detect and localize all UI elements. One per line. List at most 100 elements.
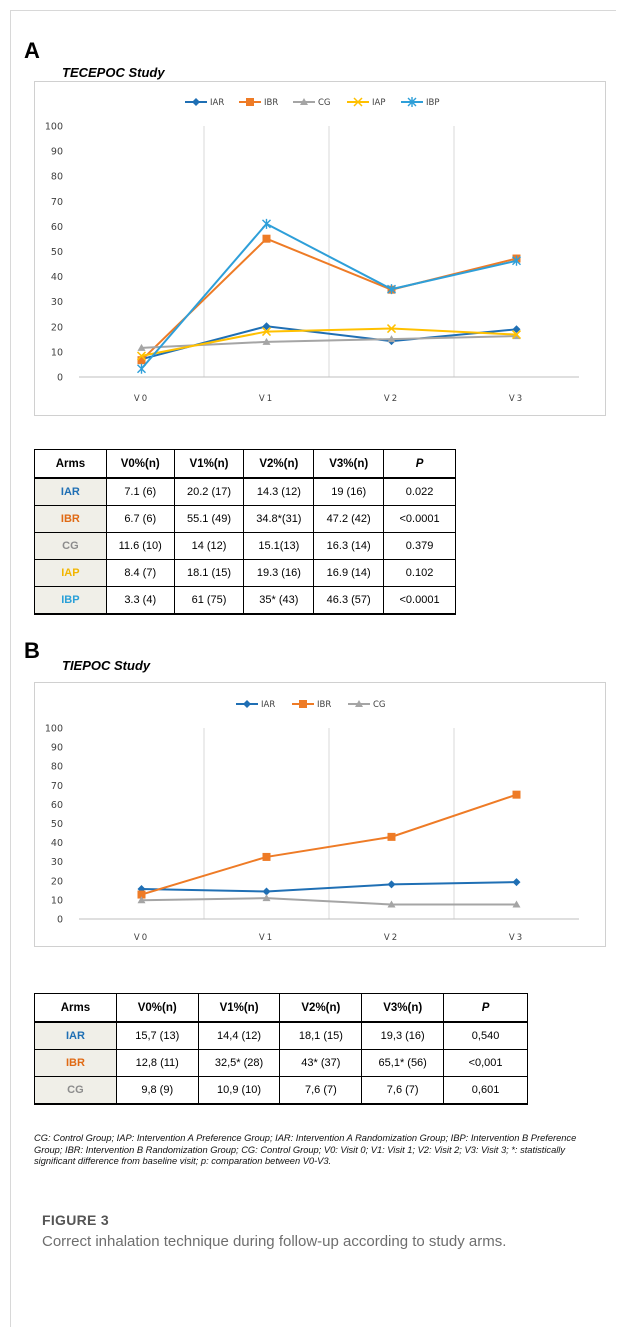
data-point-square — [137, 356, 146, 365]
y-tick-label: 20 — [51, 876, 63, 887]
arm-label: CG — [34, 1076, 117, 1105]
y-tick-label: 70 — [51, 197, 63, 208]
series-ibr — [137, 790, 521, 899]
table-row: IAR 7.1 (6) 20.2 (17) 14.3 (12) 19 (16) 0.022 — [34, 477, 456, 506]
data-point-x — [511, 330, 522, 340]
table-row: IBR 6.7 (6) 55.1 (49) 34.8*(31) 47.2 (42) <0.… — [34, 505, 456, 533]
table-cell: 7,6 (7) — [361, 1076, 445, 1105]
table-cell: 19,3 (16) — [361, 1021, 445, 1050]
arm-label: IAR — [34, 477, 107, 506]
series-line — [141, 881, 517, 893]
table-a: Arms V0%(n) V1%(n) V2%(n) V3%(n) P IAR 7.1 (6)… — [34, 449, 456, 615]
table-header-cell: V3%(n) — [313, 449, 385, 479]
data-point-triangle — [137, 896, 146, 904]
table-header-cell: V1%(n) — [197, 993, 281, 1023]
table-cell: 14,4 (12) — [197, 1021, 281, 1050]
table-cell: 15,7 (13) — [115, 1021, 199, 1050]
y-tick-label: 80 — [51, 172, 63, 183]
y-tick-label: 100 — [45, 724, 63, 735]
data-point-x — [353, 97, 363, 107]
data-point-x — [261, 327, 272, 337]
table-cell: 11.6 (10) — [105, 532, 175, 560]
table-cell: <0,001 — [443, 1049, 528, 1077]
table-header-cell: Arms — [34, 449, 107, 479]
arm-label: CG — [34, 532, 107, 560]
table-cell: 0.379 — [383, 532, 456, 560]
y-tick-label: 50 — [51, 247, 63, 258]
table-row: CG 11.6 (10) 14 (12) 15.1(13) 16.3 (14) 0.379 — [34, 532, 456, 560]
table-cell: 61 (75) — [173, 586, 245, 615]
series-line — [141, 897, 517, 906]
table-cell: 20.2 (17) — [173, 477, 245, 506]
y-tick-label: 30 — [51, 857, 63, 868]
legend-item: IAR — [185, 98, 224, 108]
y-tick-label: 40 — [51, 838, 63, 849]
x-tick-label: V2 — [384, 394, 399, 404]
table-header-cell: P — [443, 993, 528, 1023]
series-line — [141, 335, 517, 349]
data-point-square — [137, 890, 146, 899]
table-b: Arms V0%(n) V1%(n) V2%(n) V3%(n) P IAR 15,7 (1… — [34, 993, 528, 1105]
data-point-triangle — [300, 98, 308, 105]
data-point-star — [262, 218, 271, 229]
chart-b: 0 10 20 30 40 50 60 70 80 90 100 V0 V1 V2 V3 IAR IBR CG — [45, 700, 579, 943]
y-tick-label: 0 — [57, 915, 63, 926]
data-point-x — [136, 351, 147, 361]
y-tick-label: 30 — [51, 297, 63, 308]
figure-caption: Correct inhalation technique during foll… — [42, 1233, 507, 1250]
legend-label: IAP — [372, 98, 385, 108]
x-tick-label: V0 — [134, 394, 149, 404]
data-point-diamond — [512, 878, 521, 887]
figure-label: FIGURE 3 — [42, 1212, 109, 1228]
panel-b-letter: B — [24, 638, 40, 663]
arm-label: IBP — [34, 586, 107, 615]
legend-item: IAP — [347, 97, 385, 108]
table-cell: 0,601 — [443, 1076, 528, 1105]
table-cell: 65,1* (56) — [361, 1049, 445, 1077]
data-point-square — [246, 98, 254, 106]
data-point-diamond — [262, 322, 271, 331]
table-header-cell: Arms — [34, 993, 117, 1023]
table-cell: 12,8 (11) — [115, 1049, 199, 1077]
y-tick-label: 70 — [51, 781, 63, 792]
table-cell: 3.3 (4) — [105, 586, 175, 615]
legend-label: IAR — [210, 98, 224, 108]
data-point-diamond — [262, 887, 271, 896]
series-cg — [137, 894, 521, 908]
data-point-square — [299, 700, 307, 708]
legend-label: CG — [318, 98, 331, 108]
legend-item: IBP — [401, 97, 439, 108]
table-header-cell: V2%(n) — [243, 449, 315, 479]
legend-label: IBR — [264, 98, 278, 108]
table-row: CG 9,8 (9) 10,9 (10) 7,6 (7) 7,6 (7) 0,601 — [34, 1076, 528, 1105]
x-tick-label: V1 — [259, 933, 274, 943]
legend-item: CG — [293, 98, 331, 108]
table-cell: 0.102 — [383, 559, 456, 587]
table-cell: 47.2 (42) — [313, 505, 385, 533]
table-cell: 9,8 (9) — [115, 1076, 199, 1105]
data-point-triangle — [512, 900, 521, 908]
data-point-diamond — [192, 98, 200, 106]
panel-a-letter: A — [24, 38, 40, 63]
table-header-cell: P — [383, 449, 456, 479]
table-cell: 0.022 — [383, 477, 456, 506]
legend-label: CG — [373, 700, 386, 710]
table-cell: <0.0001 — [383, 505, 456, 533]
series-iar — [137, 878, 521, 896]
y-tick-label: 80 — [51, 762, 63, 773]
y-tick-label: 0 — [57, 373, 63, 384]
legend-label: IBP — [426, 98, 439, 108]
table-cell: 14.3 (12) — [243, 477, 315, 506]
y-tick-label: 50 — [51, 819, 63, 830]
series-line — [141, 327, 517, 357]
data-point-star — [137, 363, 146, 374]
arm-label: IBR — [34, 505, 107, 533]
series-iap — [136, 324, 522, 361]
data-point-star — [407, 97, 417, 107]
data-point-square — [387, 832, 396, 841]
figure-frame — [10, 10, 616, 1327]
table-header-cell: V0%(n) — [105, 449, 175, 479]
legend-label: IAR — [261, 700, 275, 710]
table-b-header-row: Arms V0%(n) V1%(n) V2%(n) V3%(n) P — [34, 993, 528, 1023]
table-cell: 34.8*(31) — [243, 505, 315, 533]
